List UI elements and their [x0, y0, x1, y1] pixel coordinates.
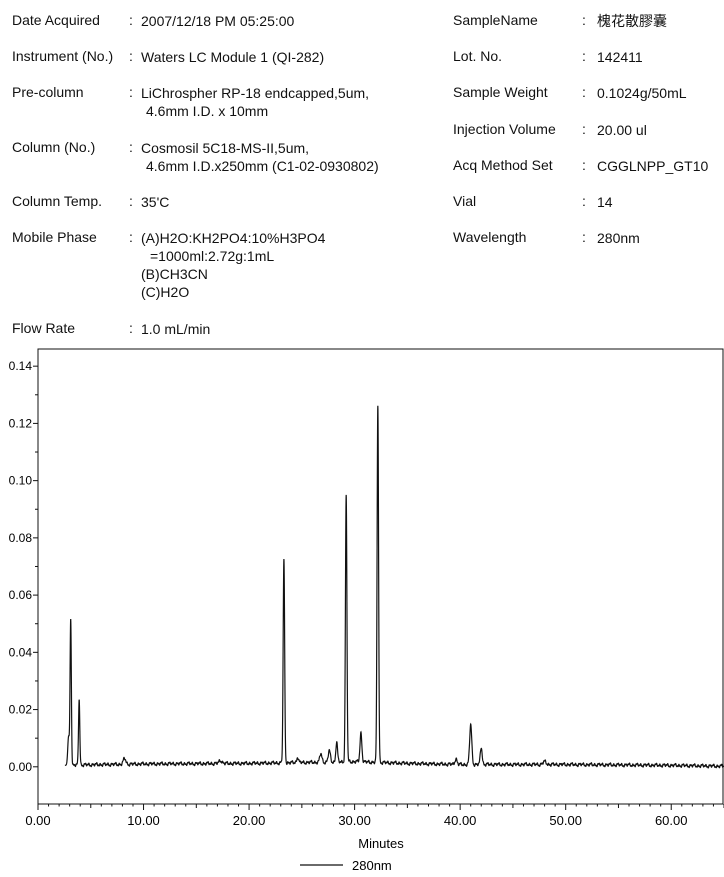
- colon-mobile-phase: :: [129, 229, 133, 245]
- colon-sample-weight: :: [582, 84, 586, 100]
- colon-wavelength: :: [582, 229, 586, 245]
- value-vial: 14: [597, 194, 613, 210]
- value-sample-weight: 0.1024g/50mL: [597, 85, 687, 101]
- colon-column-temp: :: [129, 193, 133, 209]
- y-tick-label: 0.02: [9, 703, 33, 717]
- label-injection-volume: Injection Volume: [453, 121, 556, 137]
- value-column-temp-line-1: 35'C: [141, 194, 170, 210]
- colon-column-no: :: [129, 139, 133, 155]
- label-wavelength: Wavelength: [453, 229, 527, 245]
- x-tick-label: 30.00: [338, 813, 371, 828]
- value-wavelength: 280nm: [597, 230, 640, 246]
- value-pre-column-line-2: 4.6mm I.D. x 10mm: [146, 103, 269, 119]
- label-mobile-phase: Mobile Phase: [12, 229, 97, 245]
- y-tick-label: 0.04: [9, 645, 33, 659]
- colon-date-acquired: :: [129, 12, 133, 28]
- value-acq-method-set: CGGLNPP_GT10: [597, 158, 709, 174]
- x-tick-label: 50.00: [549, 813, 582, 828]
- run-info-panel: Date Acquired:2007/12/18 PM 05:25:00 Inst…: [0, 0, 724, 345]
- series-line-280nm: [64, 405, 724, 769]
- label-vial: Vial: [453, 193, 477, 209]
- y-tick-label: 0.12: [9, 416, 33, 430]
- colon-vial: :: [582, 193, 586, 209]
- label-pre-column: Pre-column: [12, 84, 84, 100]
- value-mobile-phase-line-3: (B)CH3CN: [141, 266, 208, 282]
- chromatogram-chart: 0.00 0.02 0.04 0.06 0.08 0.10 0.12 0.14 0.00 10.…: [9, 348, 724, 873]
- label-instrument-no: Instrument (No.): [12, 48, 114, 64]
- x-tick-label: 20.00: [233, 813, 266, 828]
- label-flow-rate: Flow Rate: [12, 320, 76, 336]
- legend-label-280nm: 280nm: [352, 858, 392, 873]
- x-axis: 0.00 10.00 20.00 30.00 40.00 50.00 60.00: [25, 804, 724, 828]
- label-sample-weight: Sample Weight: [453, 84, 548, 100]
- value-flow-rate-line-1: 1.0 mL/min: [141, 321, 211, 337]
- value-samplename: 槐花散膠囊: [597, 13, 667, 29]
- y-tick-label: 0.06: [9, 588, 33, 602]
- x-tick-label: 40.00: [444, 813, 477, 828]
- colon-injection-volume: :: [582, 121, 586, 137]
- value-mobile-phase-line-1: (A)H2O:KH2PO4:10%H3PO4: [141, 230, 326, 246]
- x-tick-label: 10.00: [127, 813, 160, 828]
- x-tick-label: 60.00: [655, 813, 688, 828]
- y-tick-label: 0.14: [9, 359, 33, 373]
- label-samplename: SampleName: [453, 12, 538, 28]
- label-date-acquired: Date Acquired: [12, 12, 100, 28]
- value-instrument-no-line-1: Waters LC Module 1 (QI-282): [141, 49, 325, 65]
- colon-acq-method-set: :: [582, 157, 586, 173]
- label-lot-no: Lot. No.: [453, 48, 503, 64]
- y-tick-label: 0.00: [9, 760, 33, 774]
- colon-samplename: :: [582, 12, 586, 28]
- y-tick-label: 0.10: [9, 474, 33, 488]
- value-mobile-phase-line-2: =1000ml:2.72g:1mL: [150, 248, 275, 264]
- value-date-acquired-line-1: 2007/12/18 PM 05:25:00: [141, 13, 295, 29]
- value-column-no-line-1: Cosmosil 5C18-MS-II,5um,: [141, 140, 310, 156]
- y-tick-label: 0.08: [9, 531, 33, 545]
- label-column-no: Column (No.): [12, 139, 96, 155]
- x-tick-label: 0.00: [25, 813, 50, 828]
- colon-lot-no: :: [582, 48, 586, 64]
- colon-instrument-no: :: [129, 48, 133, 64]
- value-pre-column-line-1: LiChrospher RP-18 endcapped,5um,: [141, 85, 370, 101]
- value-mobile-phase-line-4: (C)H2O: [141, 284, 190, 300]
- colon-flow-rate: :: [129, 320, 133, 336]
- label-column-temp: Column Temp.: [12, 193, 103, 209]
- plot-frame: [37, 348, 724, 805]
- colon-pre-column: :: [129, 84, 133, 100]
- x-axis-label: Minutes: [358, 836, 404, 851]
- value-lot-no: 142411: [597, 49, 643, 65]
- y-axis: 0.00 0.02 0.04 0.06 0.08 0.10 0.12 0.14: [9, 359, 38, 774]
- value-injection-volume: 20.00 ul: [597, 122, 647, 138]
- label-acq-method-set: Acq Method Set: [453, 157, 553, 173]
- value-column-no-line-2: 4.6mm I.D.x250mm (C1-02-0930802): [146, 158, 379, 174]
